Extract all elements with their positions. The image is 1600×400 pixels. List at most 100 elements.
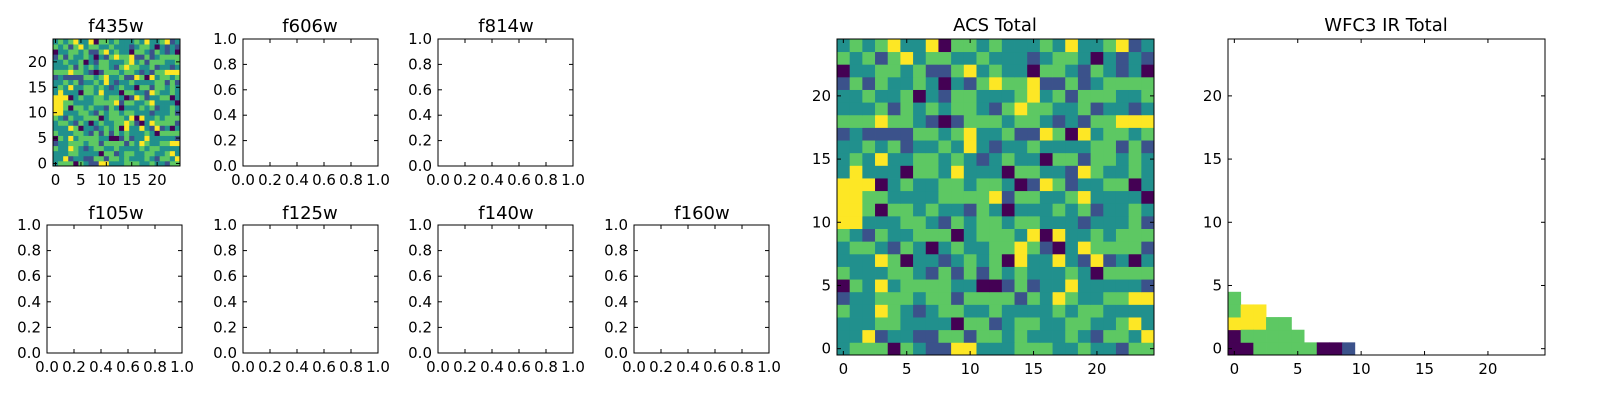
heatmap-cell [1077, 329, 1091, 343]
heatmap-cell [1052, 291, 1066, 305]
heatmap-cell [164, 115, 171, 121]
heatmap-cell [63, 69, 69, 75]
heatmap-cell [913, 178, 927, 192]
heatmap-cell [1128, 39, 1142, 53]
panel-title: f160w [674, 203, 729, 224]
heatmap-cell [989, 279, 1003, 293]
heatmap-cell [169, 110, 176, 116]
heatmap-cell [159, 105, 166, 111]
heatmap-cell [93, 84, 100, 91]
heatmap-cell [1065, 178, 1079, 192]
heatmap-cell [154, 145, 161, 152]
heatmap-cell [1014, 190, 1028, 204]
x-tick-label: 0.8 [339, 171, 363, 189]
y-tick-label: 0.6 [213, 267, 237, 285]
heatmap-cell [78, 49, 84, 55]
heatmap-cell [169, 89, 176, 96]
heatmap-cell [875, 127, 889, 141]
heatmap-cell [1027, 253, 1041, 267]
heatmap-cell [887, 102, 901, 116]
heatmap-cell [83, 145, 89, 152]
heatmap-cell [1027, 140, 1041, 154]
heatmap-cell [63, 130, 69, 136]
heatmap-cell [108, 145, 115, 152]
heatmap-cell [1141, 89, 1155, 103]
heatmap-cell [169, 115, 176, 121]
heatmap-cell [1128, 152, 1142, 166]
y-tick-label: 0.2 [213, 318, 237, 336]
heatmap-cell [134, 99, 140, 106]
heatmap-cell [174, 140, 181, 147]
heatmap-cell [93, 130, 100, 136]
heatmap-cell [124, 59, 130, 65]
heatmap-cell [1065, 152, 1079, 166]
heatmap-cell [862, 76, 876, 90]
heatmap-cell [1090, 190, 1104, 204]
heatmap-cell [119, 105, 125, 111]
heatmap-cell [78, 135, 84, 141]
heatmap-cell [1027, 215, 1041, 229]
y-tick-label: 15 [28, 78, 47, 96]
heatmap-cell [837, 190, 851, 204]
heatmap-cell [1115, 140, 1130, 154]
heatmap-cell [862, 253, 876, 267]
heatmap-cell [925, 279, 939, 293]
heatmap-cell [1103, 89, 1117, 103]
heatmap-cell [124, 84, 130, 91]
heatmap-cell [144, 39, 150, 45]
heatmap-cell [1103, 102, 1117, 116]
heatmap-cell [108, 89, 115, 96]
heatmap-cell [1077, 342, 1091, 356]
heatmap-cell [925, 266, 939, 280]
heatmap-cell [1014, 241, 1028, 255]
heatmap-cell [1090, 329, 1104, 343]
heatmap-cell [174, 94, 181, 101]
heatmap-cell [837, 203, 851, 217]
y-tick-label: 0.0 [604, 344, 628, 362]
heatmap-cell [989, 329, 1003, 343]
heatmap-cell [951, 279, 965, 293]
heatmap-cell [144, 150, 150, 157]
y-tick-label: 20 [28, 53, 47, 71]
heatmap-cell [134, 59, 140, 65]
heatmap-cell [73, 64, 79, 70]
heatmap-cell [58, 110, 64, 116]
heatmap-cell [169, 84, 176, 91]
heatmap-cell [68, 54, 74, 60]
y-tick-label: 0.0 [213, 344, 237, 362]
heatmap-cell [1001, 190, 1015, 204]
heatmap-cell [78, 99, 84, 106]
heatmap-cell [68, 69, 74, 75]
heatmap-cell [925, 102, 939, 116]
heatmap-cell [144, 89, 150, 96]
heatmap-cell [989, 253, 1003, 267]
heatmap-cell [1240, 342, 1254, 356]
heatmap-cell [951, 241, 965, 255]
y-tick-label: 10 [1203, 213, 1222, 231]
heatmap-cell [849, 291, 863, 305]
heatmap-cell [1077, 102, 1091, 116]
heatmap-cell [164, 155, 171, 162]
heatmap-cell [913, 203, 927, 217]
heatmap-cell [887, 51, 901, 65]
heatmap-cell [849, 317, 863, 331]
heatmap-cell [849, 102, 863, 116]
heatmap-cell [1103, 279, 1117, 293]
heatmap-cell [144, 160, 150, 167]
heatmap-cell [68, 59, 74, 65]
heatmap-cell [164, 64, 171, 70]
heatmap-cell [1090, 266, 1104, 280]
heatmap-cell [68, 79, 74, 86]
y-tick-label: 0.0 [17, 344, 41, 362]
heatmap-cell [849, 64, 863, 78]
heatmap-cell [887, 291, 901, 305]
plot-frame [1227, 38, 1546, 356]
heatmap-cell [1103, 329, 1117, 343]
heatmap-cell [875, 241, 889, 255]
heatmap-cell [63, 74, 69, 81]
heatmap-cell [73, 94, 79, 101]
heatmap-cell [103, 84, 110, 91]
plot-frame [242, 224, 379, 354]
x-tick-label: 0.0 [622, 358, 646, 376]
heatmap-cell [951, 253, 965, 267]
